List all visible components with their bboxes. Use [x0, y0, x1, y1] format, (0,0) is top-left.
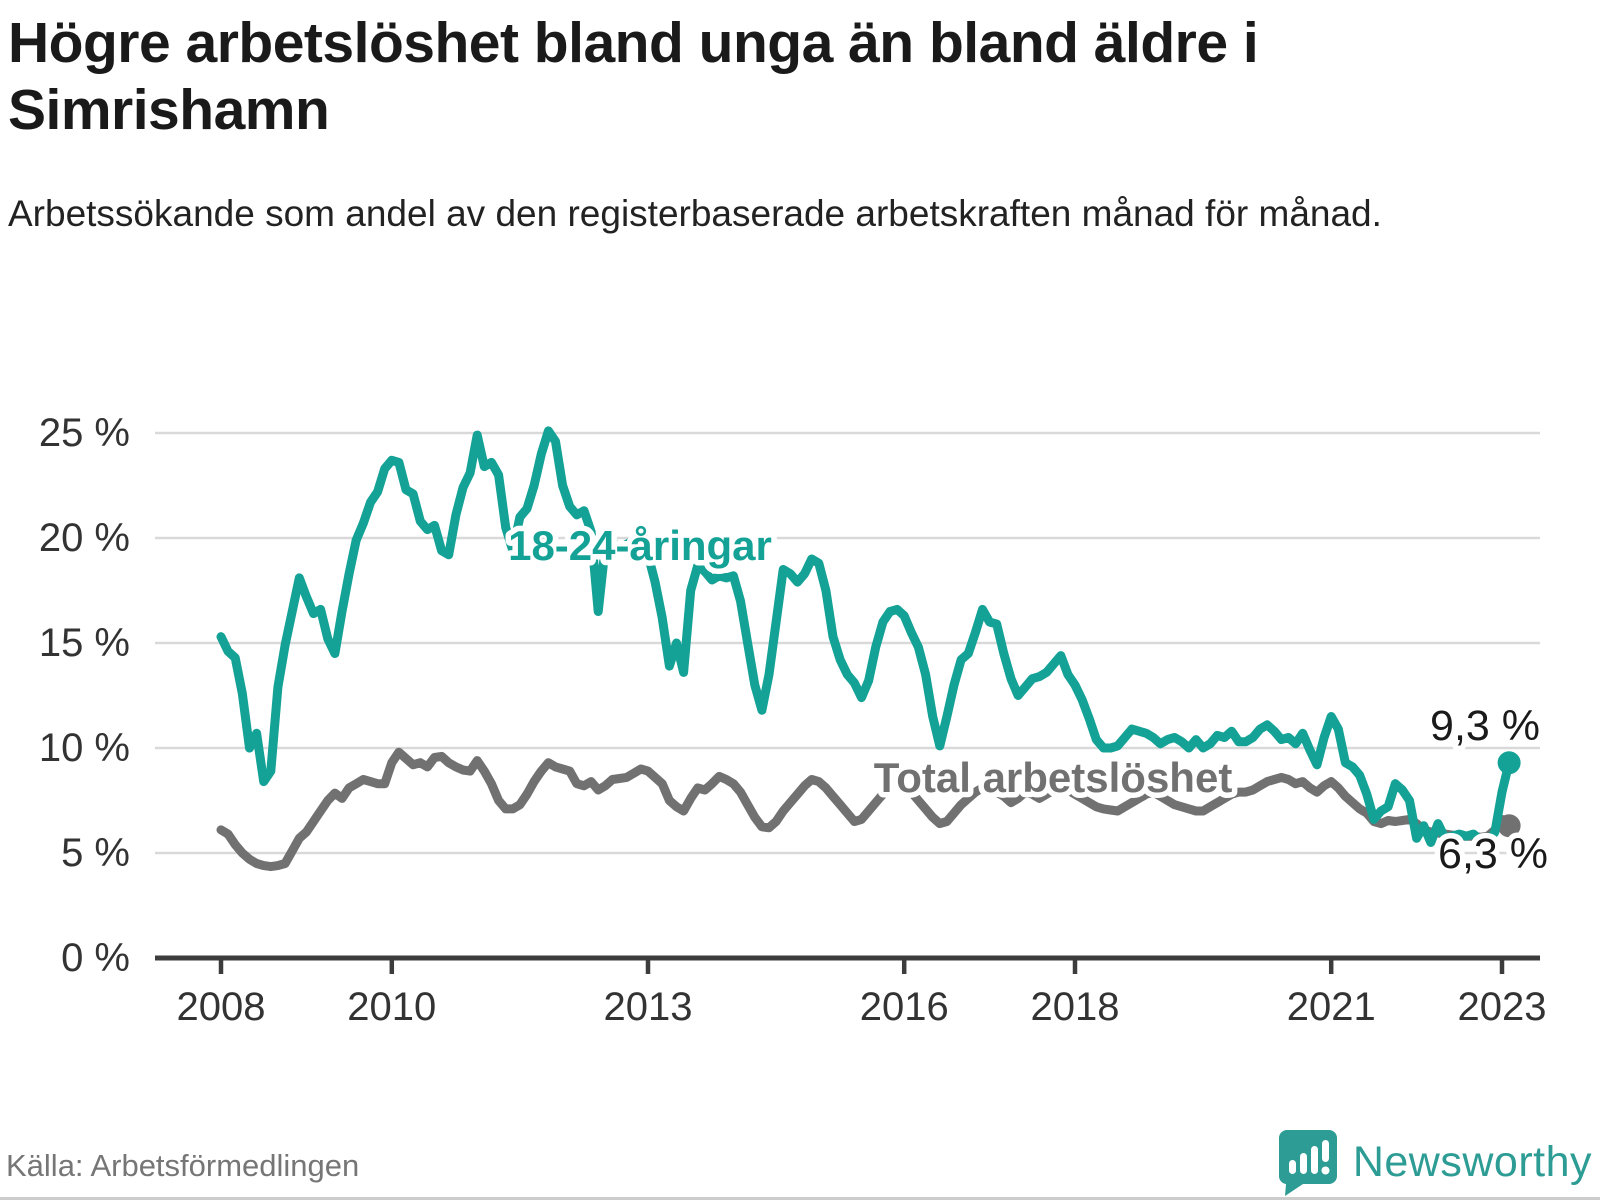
logo-bubble-shape [1278, 1130, 1337, 1196]
page-title: Högre arbetslöshet bland unga än bland ä… [8, 11, 1259, 142]
x-axis-label-2008: 2008 [177, 985, 266, 1029]
newsworthy-logo-text: Newsworthy [1352, 1137, 1592, 1186]
y-axis-label-5: 5 % [61, 831, 130, 875]
bottom-divider [0, 1197, 1600, 1200]
x-axis-label-2016: 2016 [860, 985, 949, 1029]
y-axis-label-10: 10 % [39, 726, 130, 770]
source-note: Källa: Arbetsförmedlingen [6, 1148, 360, 1183]
y-axis-label-20: 20 % [39, 516, 130, 560]
newsworthy-brand: Newsworthy [1277, 1128, 1592, 1196]
total-line [216, 747, 1514, 872]
youth-end-dot [1497, 751, 1521, 775]
y-axis-label-0: 0 % [61, 936, 130, 980]
total-end-dot [1497, 814, 1521, 838]
end-value-label-youth: 9,3 % [1430, 702, 1540, 750]
x-axis-label-2023: 2023 [1458, 985, 1547, 1029]
x-axis-label-2018: 2018 [1031, 985, 1120, 1029]
series-label-total: Total arbetslöshet [874, 754, 1233, 801]
youth-line [216, 426, 1514, 847]
series-label-youth: 18-24-åringar [508, 522, 772, 569]
end-value-label-total: 6,3 % [1438, 830, 1548, 878]
y-axis-label-15: 15 % [39, 621, 130, 665]
chart-subtitle: Arbetssökande som andel av den registerb… [8, 193, 1382, 234]
x-axis-label-2010: 2010 [347, 985, 436, 1029]
x-axis-label-2021: 2021 [1287, 985, 1376, 1029]
x-axis-label-2013: 2013 [604, 985, 693, 1029]
newsworthy-logo-icon [1278, 1130, 1337, 1196]
y-axis-label-25: 25 % [39, 411, 130, 455]
